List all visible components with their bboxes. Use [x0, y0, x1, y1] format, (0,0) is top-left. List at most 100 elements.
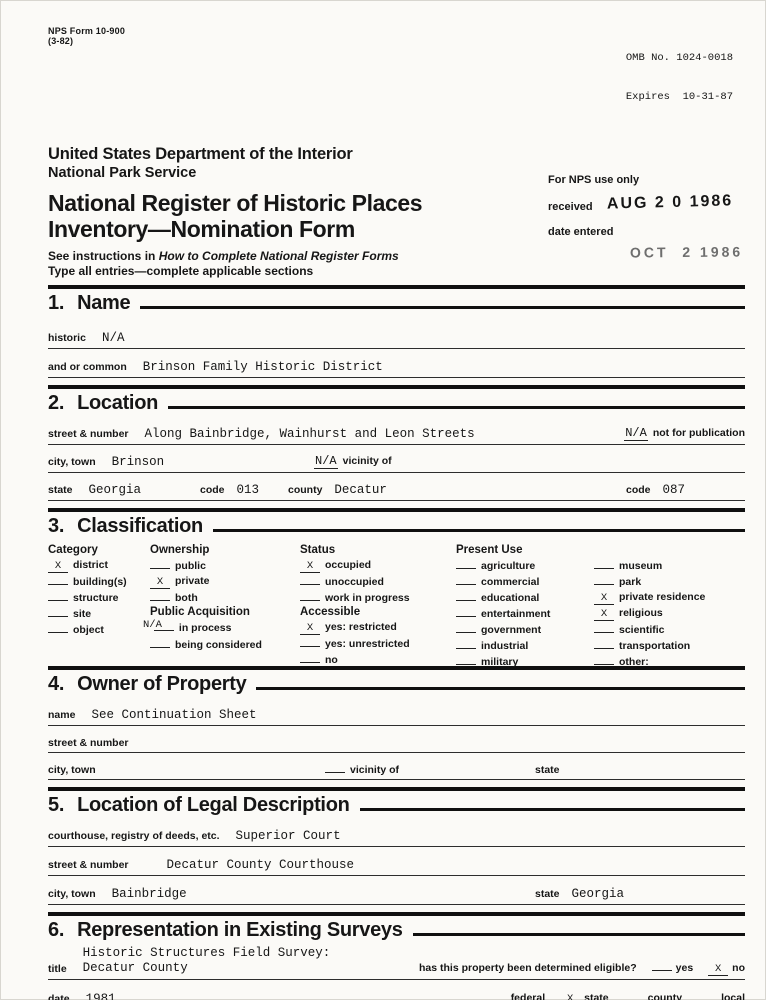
instructions: See instructions in How to Complete Nati… [48, 249, 745, 278]
legal-city-row: city, town Bainbridge state Georgia [48, 887, 745, 905]
section-header-rule [140, 305, 745, 309]
city-town-row: city, town Brinson N/A vicinity of [48, 454, 745, 473]
checkbox-label: county [647, 992, 683, 1000]
department-name: United States Department of the Interior [48, 145, 353, 163]
section-4-number: 4. [48, 673, 65, 695]
section-1-title: Name [77, 292, 131, 314]
section-2-header: 2. Location [48, 385, 745, 415]
section-5-header: 5. Location of Legal Description [48, 787, 745, 817]
checkbox-item-building-s: building(s) [48, 573, 127, 589]
received-row: received AUG 2 0 1986 [548, 192, 745, 215]
owner-state-label: state [535, 764, 560, 776]
checkbox-blank: X [300, 561, 320, 573]
instructions-prefix: See instructions in [48, 249, 159, 263]
checkbox-label: scientific [619, 624, 665, 636]
section-header-rule [212, 528, 745, 532]
checkbox-blank [594, 621, 614, 633]
section-4-title: Owner of Property [77, 673, 247, 695]
checkbox-item-no: no [300, 651, 410, 667]
checkbox-blank [456, 653, 476, 665]
nps-use-only-box: For NPS use only received AUG 2 0 1986 da… [548, 174, 745, 261]
received-label: received [548, 201, 593, 213]
checkbox-item-in-process: N/A in process [143, 619, 262, 636]
common-name-row: and or common Brinson Family Historic Di… [48, 360, 745, 378]
section-6-title: Representation in Existing Surveys [77, 919, 403, 941]
checkbox-label: commercial [481, 576, 540, 588]
checkbox-label: yes: unrestricted [325, 638, 410, 650]
survey-title-row: title Historic Structures Field Survey: … [48, 946, 745, 980]
checkbox-label: unoccupied [325, 576, 384, 588]
checkbox-label: public [175, 560, 206, 572]
checkbox-label: both [175, 592, 198, 604]
checkbox-label: object [73, 624, 104, 636]
column-spacer [594, 543, 705, 557]
checkbox-label: district [73, 559, 109, 571]
checkbox-label: in process [178, 622, 232, 634]
owner-street-row: street & number [48, 737, 745, 753]
checkbox-label: building(s) [73, 576, 127, 588]
checkbox-item-park: park [594, 573, 705, 589]
checkbox-label: occupied [325, 559, 372, 571]
checkbox-blank [150, 636, 170, 648]
checkbox-label: being considered [175, 639, 262, 651]
checkbox-label: private residence [619, 591, 706, 603]
nps-use-only-label: For NPS use only [548, 174, 640, 186]
checkbox-label: yes [675, 962, 694, 974]
owner-name-label: name [48, 709, 76, 721]
checkbox-item-museum: museum [594, 557, 705, 573]
courthouse-label: courthouse, registry of deeds, etc. [48, 830, 220, 842]
owner-vicinity-group: vicinity of [325, 761, 399, 776]
owner-vicinity-label: vicinity of [350, 764, 400, 776]
courthouse-row: courthouse, registry of deeds, etc. Supe… [48, 829, 745, 847]
section-6-number: 6. [48, 919, 65, 941]
group-header-status: Status [300, 544, 336, 556]
checkbox-item-military: military [456, 653, 550, 669]
legal-state-label: state [535, 888, 560, 900]
vicinity-blank [325, 761, 345, 773]
owner-name-value: See Continuation Sheet [91, 708, 257, 722]
section-header-rule [168, 405, 745, 409]
checkbox-label: agriculture [481, 560, 536, 572]
vicinity-na: N/A [314, 454, 338, 469]
section-header-rule [359, 807, 745, 811]
received-date-stamp: AUG 2 0 1986 [606, 192, 734, 213]
checkbox-blank [456, 557, 476, 569]
city-town-value: Brinson [111, 455, 165, 469]
state-code-label: code [200, 484, 225, 496]
street-number-label: street & number [48, 428, 129, 440]
not-for-publication-group: N/A not for publication [624, 426, 745, 441]
state-value: Georgia [88, 483, 142, 497]
omb-number: OMB No. 1024-0018 [625, 52, 733, 64]
section-6-header: 6. Representation in Existing Surveys [48, 912, 745, 942]
street-number-value: Along Bainbridge, Wainhurst and Leon Str… [144, 427, 475, 441]
form-number: NPS Form 10-900 [48, 26, 126, 36]
checkbox-label: industrial [481, 640, 529, 652]
survey-date-label: date [48, 993, 70, 1000]
checkbox-item-site: site [48, 605, 127, 621]
legal-state-value: Georgia [571, 887, 625, 901]
city-town-label: city, town [48, 456, 96, 468]
checkbox-label: park [619, 576, 642, 588]
checkbox-blank: X [48, 561, 68, 573]
checkbox-label: military [481, 656, 519, 668]
checkbox-blank [594, 653, 614, 665]
group-header-ownership: Ownership [150, 544, 210, 556]
checkbox-item-unoccupied: unoccupied [300, 573, 410, 589]
group-header-present-use: Present Use [456, 544, 523, 556]
checkbox-blank: X [560, 994, 580, 1000]
legal-city-value: Bainbridge [111, 887, 187, 901]
not-for-publication-label: not for publication [652, 427, 745, 439]
checkbox-blank [300, 635, 320, 647]
instructions-line2: Type all entries—complete applicable sec… [48, 263, 314, 278]
legal-street-value: Decatur County Courthouse [166, 858, 355, 872]
owner-city-row: city, town vicinity of state [48, 764, 745, 780]
